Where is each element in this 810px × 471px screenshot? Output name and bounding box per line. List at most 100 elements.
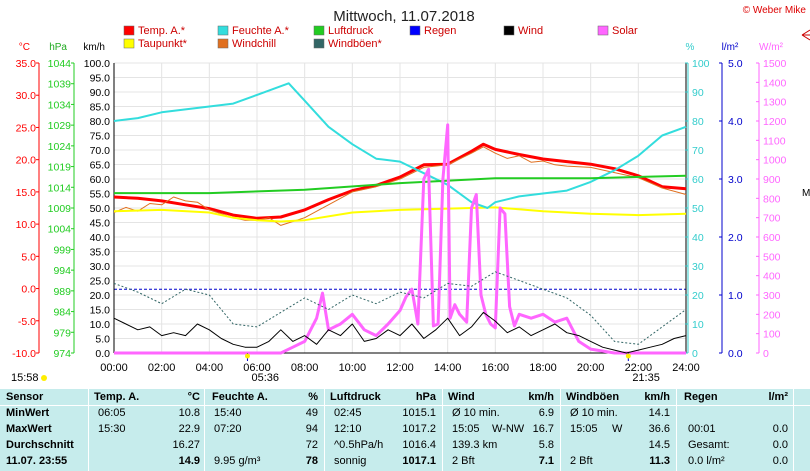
series-line [114,174,687,195]
header-humidity-unit: % [308,391,318,403]
humidity-tick-label: 40 [692,232,704,244]
legend-label: Feuchte A.* [232,25,290,37]
temp-tick-label: 5.0 [21,251,36,263]
rain-unit: l/m² [722,42,739,53]
humidity-time: 9.95 g/m³ [214,455,261,467]
legend-label: Wind [518,25,543,37]
temp-tick-label: 30.0 [16,90,37,102]
wind-label: 15:05 [452,423,480,435]
data-series [113,82,687,355]
header-wind: Wind [448,391,475,403]
solar-tick-label: 700 [763,213,781,225]
header-rain-unit: l/m² [768,391,788,403]
temp-time: 06:05 [98,407,126,419]
header-rain: Regen [684,391,718,403]
rain-value: 0.0 [772,423,788,435]
rain-value: 0.0 [772,455,788,467]
solar-tick-label: 400 [763,271,781,283]
pressure-tick-label: 1029 [48,120,72,132]
left-time-label: 15:58 [11,372,39,384]
legend-label: Taupunkt* [138,38,188,50]
header-wind-unit: km/h [528,391,554,403]
wind-direction: W-NW [492,423,525,435]
wind-value: 16.7 [532,423,554,435]
solar-tick-label: 900 [763,174,781,186]
pressure-tick-label: 1019 [48,162,72,174]
legend-swatch [123,25,135,36]
pressure-tick-label: 989 [53,286,71,298]
legend-label: Luftdruck [328,25,374,37]
series-line [113,206,687,223]
pressure-tick-label: 999 [53,244,71,256]
solar-tick-label: 1100 [763,135,786,147]
wind-tick-label: 65.0 [90,160,111,172]
pressure-tick-label: 994 [53,265,71,277]
wind-tick-label: 70.0 [90,145,111,157]
x-tick-label: 06:00 [243,362,271,374]
wind-tick-label: 95.0 [90,73,111,85]
wind-tick-label: 75.0 [90,131,111,143]
legend-label: Windchill [232,38,276,50]
wind-tick-label: 40.0 [90,232,111,244]
arrow-icon [801,29,810,41]
weather-chart: Mittwoch, 11.07.2018 © Weber Mike Temp. … [11,5,810,384]
solar-unit: W/m² [759,42,784,53]
header-gust: Windböen [566,391,620,403]
wind-value: 5.8 [538,439,554,451]
row-label: Durchschnitt [6,439,74,451]
pressure-tick-label: 1034 [48,99,72,111]
solar-tick-label: 300 [763,290,781,302]
series-line [113,311,687,354]
solar-tick-label: 600 [763,232,781,244]
rain-label: Gesamt: [688,439,730,451]
header-pressure-unit: hPa [415,391,436,403]
wind-tick-label: 35.0 [90,247,111,259]
row-label: MinWert [6,407,50,419]
rain-tick-label: 0.0 [728,348,743,360]
legend-label: Solar [612,25,638,37]
wind-label: 139.3 km [452,439,498,451]
sun-marker-time: 21:35 [632,372,660,384]
wind-tick-label: 50.0 [90,203,111,215]
x-tick-label: 24:00 [672,362,700,374]
humidity-tick-label: 10 [692,319,704,331]
row-label: 11.07. 23:55 [6,455,68,467]
solar-tick-label: 1400 [763,77,787,89]
x-tick-label: 02:00 [148,362,176,374]
humidity-value: 94 [305,423,318,435]
humidity-tick-label: 50 [692,203,704,215]
humidity-tick-label: 80 [692,116,704,128]
wind-unit: km/h [83,42,105,53]
temp-value: 10.8 [178,407,200,419]
pressure-value: 1017.2 [402,423,436,435]
legend-swatch [597,25,609,36]
rain-tick-label: 5.0 [728,58,743,70]
temp-tick-label: 35.0 [16,58,37,70]
humidity-time: 15:40 [214,407,242,419]
pressure-tick-label: 1004 [48,224,72,236]
axis-units: °C hPa km/h % l/m² W/m² [19,42,784,53]
statistics-table: Sensor Temp. A. °C Feuchte A. % Luftdruc… [0,389,810,471]
right-edge-arrow: M [801,29,810,199]
rain-tick-label: 3.0 [728,174,743,186]
x-tick-label: 10:00 [339,362,367,374]
wind-value: 6.9 [538,407,554,419]
humidity-unit: % [686,42,695,53]
pressure-value: 1015.1 [402,407,436,419]
gust-value: 14.1 [648,407,670,419]
time-markers: 15:58 05:36 21:35 [11,353,660,384]
legend-swatch [409,25,421,36]
wind-tick-label: 90.0 [90,87,111,99]
series-line [113,146,687,226]
wind-tick-label: 60.0 [90,174,111,186]
pressure-tick-label: 1024 [48,141,72,153]
series-line [114,123,686,355]
rain-tick-label: 2.0 [728,232,743,244]
x-tick-label: 18:00 [529,362,557,374]
pressure-value: 1016.4 [402,439,436,451]
rain-label: 0.0 l/m² [688,455,725,467]
solar-tick-label: 1500 [763,58,787,70]
rain-value: 0.0 [772,439,788,451]
header-pressure: Luftdruck [330,391,381,403]
pressure-value: 1017.1 [402,455,436,467]
